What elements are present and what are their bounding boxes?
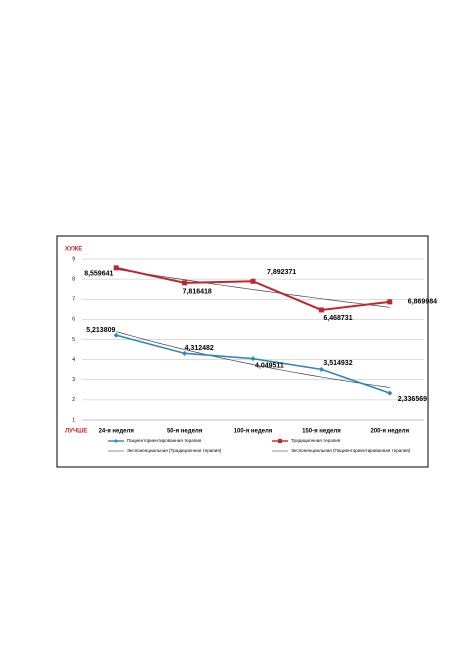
y-tick-label: 9 — [72, 256, 75, 262]
y-tick-label: 3 — [72, 377, 75, 383]
x-tick-label: 150-я неделя — [302, 429, 341, 435]
data-label: 3,514932 — [323, 360, 352, 367]
data-label: 4,312482 — [185, 345, 214, 352]
marker — [182, 350, 188, 356]
x-tick-label: 100-я неделя — [234, 429, 273, 435]
marker — [113, 265, 119, 271]
legend-marker — [114, 439, 118, 443]
marker — [113, 332, 119, 338]
marker — [387, 299, 393, 305]
y-tick-label: 8 — [72, 276, 75, 282]
data-label: 7,892371 — [267, 269, 296, 276]
legend-label: Экспоненциальная (Пациенториентированная… — [291, 448, 411, 453]
marker — [182, 280, 188, 286]
annotation-bottom: ЛУЧШЕ — [65, 429, 87, 435]
data-label: 6,869984 — [408, 299, 437, 306]
marker — [387, 390, 393, 396]
legend-label: Пациенториентированная терапия — [127, 438, 202, 443]
chart-frame — [56, 235, 429, 468]
data-label: 2,336569 — [398, 396, 427, 403]
data-label: 8,559641 — [84, 271, 113, 278]
data-label: 6,468731 — [323, 315, 352, 322]
marker — [318, 366, 324, 372]
data-label: 5,213809 — [86, 327, 115, 334]
legend-label: Экспоненциальная (Традиционная терапия) — [127, 448, 222, 453]
data-label: 7,816418 — [183, 289, 212, 296]
y-tick-label: 5 — [72, 337, 75, 343]
y-tick-label: 7 — [72, 297, 75, 303]
data-label: 4,049511 — [255, 362, 284, 369]
y-tick-label: 4 — [72, 357, 75, 363]
x-tick-label: 50-я неделя — [167, 429, 203, 435]
x-tick-label: 200-я неделя — [370, 429, 409, 435]
marker — [318, 307, 324, 313]
marker — [250, 356, 256, 362]
y-tick-label: 2 — [72, 397, 75, 403]
y-tick-label: 1 — [72, 417, 75, 423]
legend-marker — [278, 439, 282, 443]
x-tick-label: 24-я неделя — [99, 429, 135, 435]
trendline — [116, 268, 390, 308]
marker — [250, 278, 256, 284]
trendline — [116, 331, 390, 388]
annotation-top: ХУЖЕ — [65, 247, 82, 253]
y-tick-label: 6 — [72, 317, 75, 323]
legend-label: Традиционная терапия — [291, 438, 341, 443]
